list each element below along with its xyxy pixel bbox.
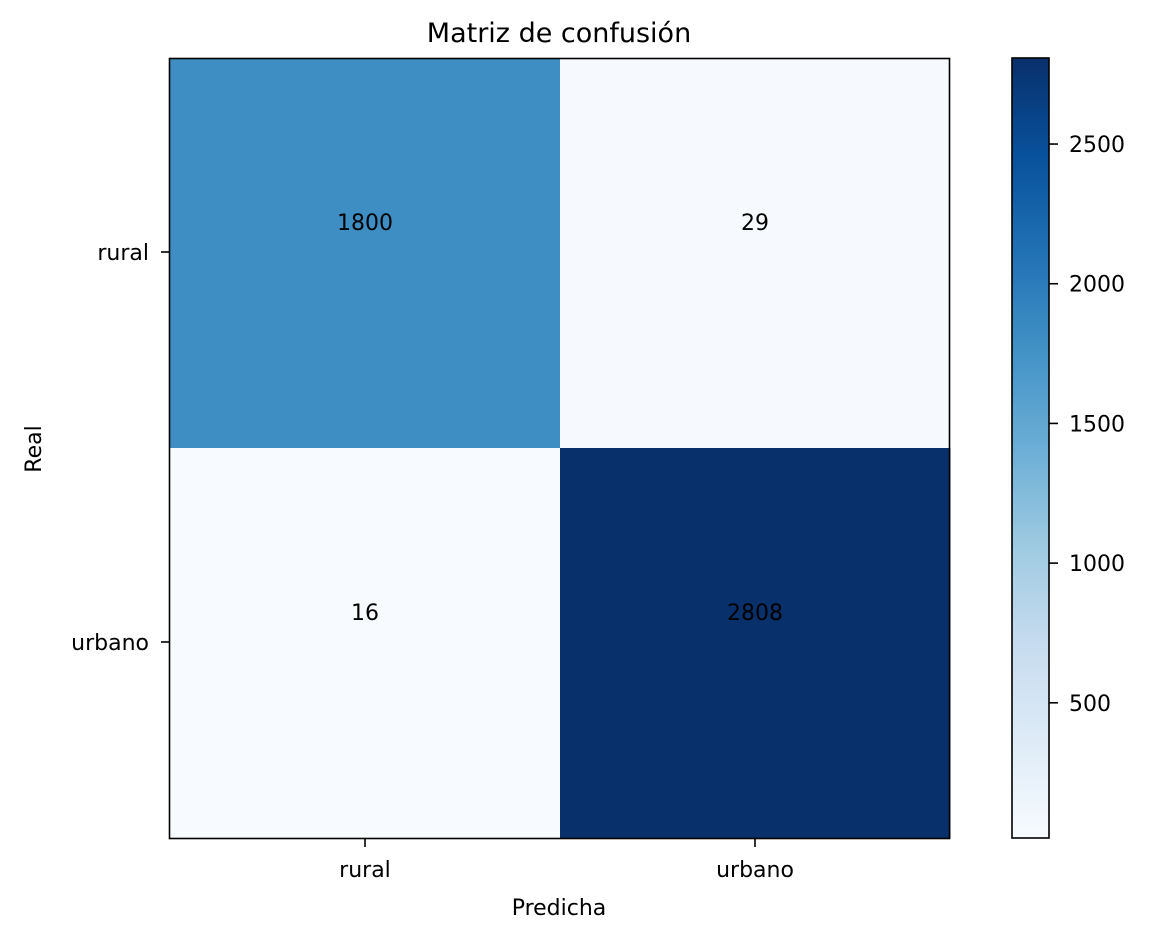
heatmap-cell: [170, 58, 561, 449]
x-tick-label: rural: [339, 858, 391, 883]
colorbar-tick-label: 2000: [1069, 273, 1125, 298]
cell-value-label: 1800: [337, 211, 393, 236]
colorbar-tick-label: 1000: [1069, 552, 1125, 577]
heatmap-cell-labels: 1800 29 16 2808: [337, 211, 783, 626]
colorbar-tick-label: 2500: [1069, 133, 1125, 158]
cell-value-label: 16: [351, 601, 379, 626]
colorbar: [1011, 57, 1050, 839]
colorbar-ticks: 500 1000 1500 2000 2500: [1049, 133, 1125, 717]
y-axis-label: Real: [22, 425, 47, 472]
colorbar-tick-label: 1500: [1069, 412, 1125, 437]
x-axis-ticks: rural urbano: [339, 838, 794, 883]
heatmap-cells: [170, 58, 951, 839]
chart-title: Matriz de confusión: [427, 18, 691, 49]
cell-value-label: 29: [741, 211, 769, 236]
y-tick-label: rural: [97, 241, 149, 266]
x-axis-label: Predicha: [512, 896, 607, 921]
colorbar-tick-label: 500: [1069, 692, 1111, 717]
plot-frame: [168, 57, 951, 840]
heatmap-cell: [560, 448, 951, 839]
y-tick-label: urbano: [71, 631, 149, 656]
heatmap-cell: [560, 58, 951, 449]
y-axis-ticks: rural urbano: [71, 241, 170, 656]
cell-value-label: 2808: [727, 601, 783, 626]
x-tick-label: urbano: [716, 858, 794, 883]
heatmap-cell: [170, 448, 561, 839]
